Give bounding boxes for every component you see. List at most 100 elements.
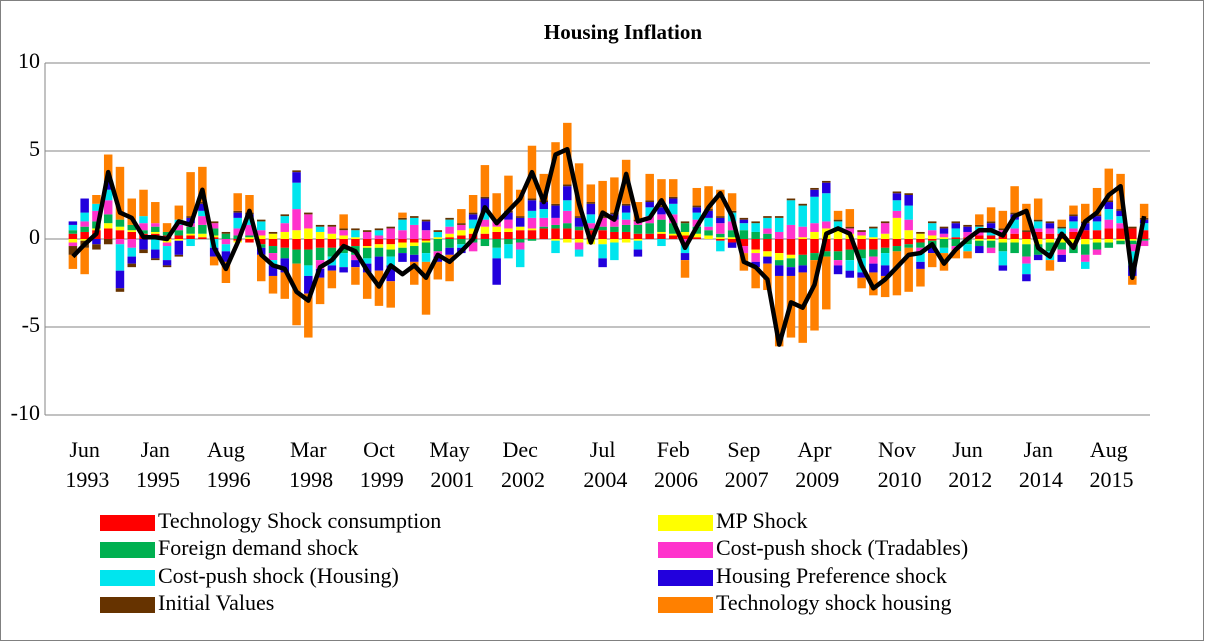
bar-segment bbox=[198, 224, 207, 234]
bar-segment bbox=[1045, 221, 1055, 224]
bar-segment bbox=[1057, 226, 1066, 229]
bar-segment bbox=[727, 193, 737, 211]
bar-segment bbox=[727, 221, 737, 231]
bar-segment bbox=[304, 228, 313, 239]
bar-segment bbox=[351, 237, 360, 239]
bar-segment bbox=[998, 239, 1008, 243]
bar-segment bbox=[680, 239, 690, 245]
bar-segment bbox=[574, 242, 584, 250]
bar-segment bbox=[574, 249, 584, 257]
bar-segment bbox=[362, 247, 372, 259]
bar-segment bbox=[939, 228, 949, 234]
bar-segment bbox=[103, 180, 113, 190]
bar-segment bbox=[845, 209, 855, 227]
bar-segment bbox=[833, 251, 843, 261]
legend-swatch bbox=[658, 597, 713, 613]
bar-segment bbox=[892, 193, 902, 201]
bar-segment bbox=[621, 212, 631, 220]
bar-segment bbox=[692, 233, 702, 238]
bar-segment bbox=[904, 205, 913, 220]
bar-segment bbox=[139, 223, 148, 231]
bar-segment bbox=[610, 239, 619, 243]
bar-segment bbox=[421, 221, 431, 231]
bar-segment bbox=[633, 202, 643, 220]
bar-segment bbox=[1069, 239, 1078, 245]
bar-segment bbox=[127, 263, 136, 268]
bar-segment bbox=[1081, 230, 1090, 239]
bar-segment bbox=[421, 240, 431, 243]
bar-segment bbox=[186, 226, 195, 234]
bar-segment bbox=[527, 228, 537, 231]
bar-segment bbox=[716, 216, 725, 218]
bar-segment bbox=[198, 202, 207, 204]
bar-segment bbox=[774, 265, 784, 276]
bar-segment bbox=[810, 231, 819, 239]
bar-segment bbox=[92, 239, 101, 245]
y-tick-label: 0 bbox=[29, 224, 40, 249]
bar-segment bbox=[315, 260, 325, 269]
bar-segment bbox=[986, 221, 996, 224]
bar-segment bbox=[1033, 221, 1043, 229]
bar-segment bbox=[1116, 210, 1125, 217]
chart-title: Housing Inflation bbox=[544, 20, 702, 44]
bar-segment bbox=[1092, 249, 1102, 255]
bar-segment bbox=[563, 186, 572, 201]
bar-segment bbox=[716, 239, 725, 241]
bar-segment bbox=[798, 237, 807, 239]
bar-segment bbox=[174, 240, 184, 255]
bar-segment bbox=[209, 221, 219, 224]
bar-segment bbox=[563, 200, 572, 211]
bar-segment bbox=[162, 223, 172, 232]
bar-segment bbox=[339, 230, 348, 236]
bar-segment bbox=[986, 223, 996, 229]
bar-segment bbox=[127, 231, 136, 239]
bar-segment bbox=[445, 217, 454, 220]
bar-segment bbox=[410, 261, 419, 285]
bar-segment bbox=[245, 224, 254, 236]
bar-segment bbox=[598, 244, 607, 259]
bar-segment bbox=[115, 270, 125, 289]
bar-segment bbox=[504, 244, 513, 259]
bar-segment bbox=[504, 212, 513, 220]
bar-segment bbox=[1104, 228, 1114, 239]
bar-segment bbox=[398, 239, 407, 243]
bar-segment bbox=[1045, 239, 1055, 243]
bar-segment bbox=[680, 235, 690, 239]
bar-segment bbox=[963, 231, 972, 238]
bar-segment bbox=[115, 166, 125, 220]
bar-segment bbox=[315, 277, 325, 305]
bar-segment bbox=[621, 219, 631, 225]
bar-segment bbox=[539, 209, 548, 218]
bar-segment bbox=[292, 182, 301, 210]
bar-segment bbox=[480, 226, 490, 234]
legend-label: MP Shock bbox=[716, 508, 807, 533]
bar-segment bbox=[916, 239, 925, 243]
legend-swatch bbox=[100, 597, 155, 613]
bar-segment bbox=[833, 221, 843, 231]
bar-segment bbox=[586, 202, 596, 204]
bar-segment bbox=[1081, 203, 1090, 222]
x-tick-label: Jan 1995 bbox=[131, 437, 181, 492]
bar-segment bbox=[198, 210, 207, 217]
bar-segment bbox=[774, 275, 784, 347]
bar-segment bbox=[221, 239, 231, 245]
legend-swatch bbox=[658, 570, 713, 586]
bar-segment bbox=[245, 217, 254, 225]
bar-segment bbox=[186, 172, 195, 217]
bar-segment bbox=[198, 166, 207, 203]
bar-segment bbox=[633, 239, 643, 241]
bar-segment bbox=[421, 242, 431, 254]
bar-segment bbox=[963, 224, 972, 227]
bar-segment bbox=[221, 231, 231, 234]
bar-segment bbox=[927, 221, 937, 224]
bar-segment bbox=[669, 233, 678, 236]
bar-segment bbox=[315, 224, 325, 227]
bar-segment bbox=[421, 253, 431, 262]
bar-segment bbox=[669, 196, 678, 199]
bar-segment bbox=[1057, 219, 1066, 227]
bar-segment bbox=[445, 226, 454, 234]
bar-segment bbox=[680, 223, 690, 232]
bar-segment bbox=[574, 230, 584, 239]
bar-segment bbox=[1010, 242, 1019, 254]
bar-segment bbox=[763, 217, 772, 229]
